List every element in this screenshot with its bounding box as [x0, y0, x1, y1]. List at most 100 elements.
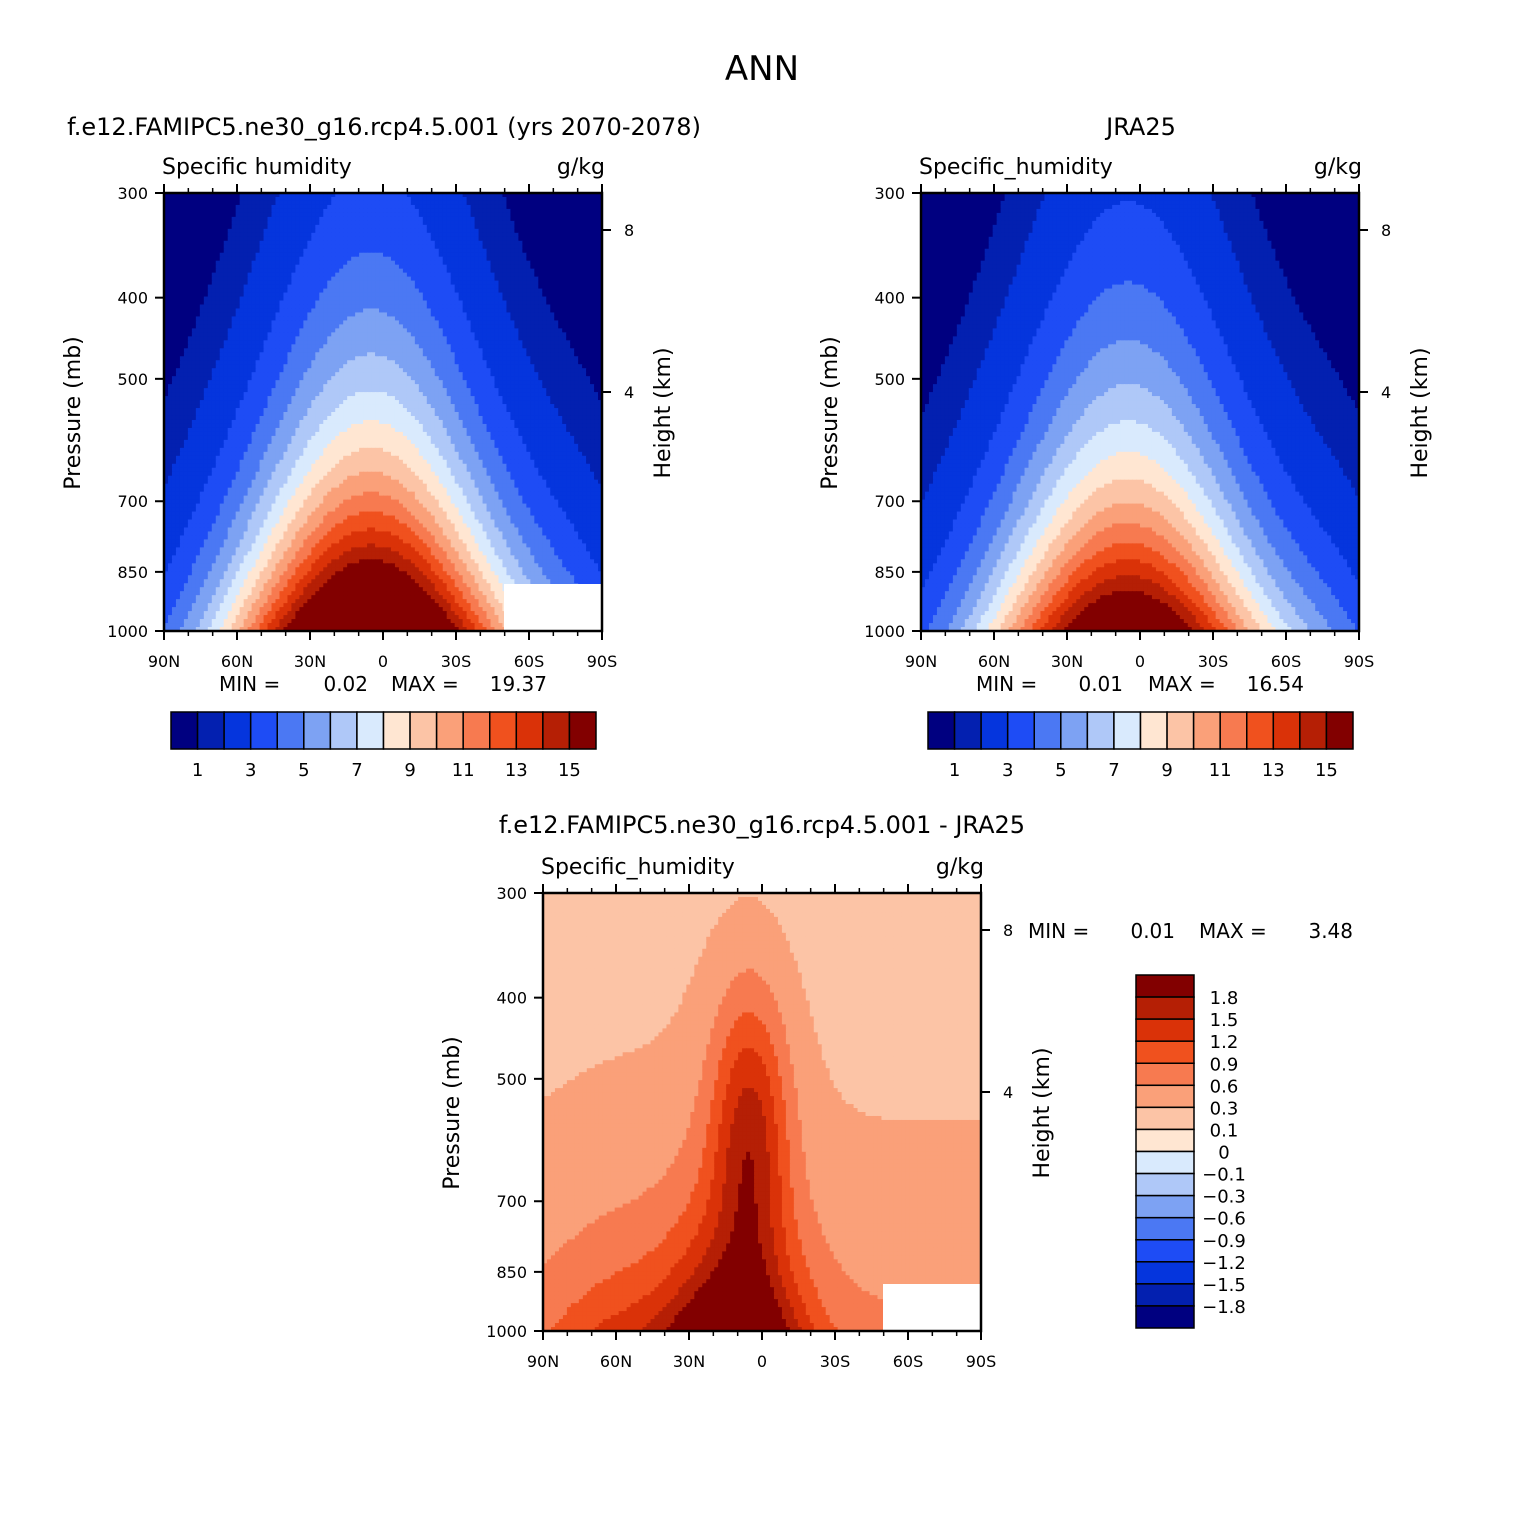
contour-cell — [594, 356, 599, 361]
contour-cell — [315, 257, 320, 262]
contour-cell — [220, 261, 225, 266]
contour-cell — [487, 352, 492, 357]
contour-cell — [240, 245, 245, 250]
contour-cell — [256, 289, 261, 294]
contour-cell — [323, 237, 328, 242]
contour-cell — [467, 332, 472, 337]
contour-cell — [375, 253, 380, 258]
contour-cell — [411, 308, 416, 313]
contour-cell — [578, 348, 583, 353]
contour-cell — [542, 289, 547, 294]
contour-cell — [487, 285, 492, 290]
contour-cell — [331, 368, 336, 373]
contour-cell — [260, 277, 265, 282]
contour-cell — [459, 241, 464, 246]
contour-cell — [180, 237, 185, 242]
contour-cell — [379, 201, 384, 206]
contour-cell — [212, 336, 217, 341]
contour-cell — [498, 261, 503, 266]
contour-cell — [327, 320, 332, 325]
contour-cell — [252, 277, 257, 282]
contour-cell — [566, 229, 571, 234]
contour-cell — [200, 332, 205, 337]
contour-cell — [252, 253, 257, 258]
contour-cell — [359, 320, 364, 325]
contour-cell — [287, 245, 292, 250]
contour-cell — [295, 352, 300, 357]
contour-cell — [268, 356, 273, 361]
contour-cell — [395, 229, 400, 234]
contour-cell — [419, 304, 424, 309]
contour-cell — [435, 336, 440, 341]
contour-cell — [562, 249, 567, 254]
contour-cell — [272, 328, 277, 333]
contour-cell — [244, 205, 249, 210]
contour-cell — [411, 205, 416, 210]
contour-cell — [252, 344, 257, 349]
contour-cell — [463, 336, 468, 341]
contour-cell — [256, 269, 261, 274]
contour-cell — [467, 340, 472, 345]
contour-cell — [319, 265, 324, 270]
contour-cell — [399, 233, 404, 238]
contour-cell — [546, 364, 551, 369]
contour-cell — [550, 257, 555, 262]
contour-cell — [176, 340, 181, 345]
contour-cell — [558, 237, 563, 242]
contour-cell — [240, 348, 245, 353]
contour-cell — [192, 336, 197, 341]
contour-cell — [510, 217, 515, 222]
contour-cell — [220, 285, 225, 290]
contour-cell — [463, 289, 468, 294]
contour-cell — [562, 261, 567, 266]
contour-cell — [192, 356, 197, 361]
contour-cell — [232, 348, 237, 353]
contour-cell — [200, 209, 205, 214]
contour-cell — [459, 348, 464, 353]
contour-cell — [494, 257, 499, 262]
contour-cell — [435, 201, 440, 206]
contour-cell — [319, 360, 324, 365]
contour-cell — [403, 241, 408, 246]
contour-cell — [268, 269, 273, 274]
contour-cell — [574, 209, 579, 214]
contour-cell — [399, 301, 404, 306]
contour-cell — [419, 253, 424, 258]
contour-cell — [463, 257, 468, 262]
contour-cell — [311, 273, 316, 278]
contour-cell — [554, 312, 559, 317]
contour-cell — [590, 316, 595, 321]
contour-cell — [411, 312, 416, 317]
contour-cell — [168, 225, 173, 230]
contour-cell — [343, 364, 348, 369]
contour-cell — [526, 237, 531, 242]
contour-cell — [435, 257, 440, 262]
contour-cell — [506, 320, 511, 325]
contour-cell — [264, 269, 269, 274]
contour-cell — [283, 372, 288, 377]
contour-cell — [411, 368, 416, 373]
contour-cell — [335, 293, 340, 298]
contour-cell — [483, 233, 488, 238]
contour-cell — [419, 285, 424, 290]
contour-cell — [355, 273, 360, 278]
contour-cell — [315, 336, 320, 341]
contour-cell — [236, 332, 241, 337]
contour-cell — [196, 328, 201, 333]
contour-cell — [538, 289, 543, 294]
contour-cell — [180, 340, 185, 345]
contour-cell — [419, 332, 424, 337]
contour-cell — [558, 332, 563, 337]
contour-cell — [415, 281, 420, 286]
contour-cell — [363, 225, 368, 230]
contour-cell — [184, 261, 189, 266]
contour-cell — [204, 233, 209, 238]
contour-cell — [315, 348, 320, 353]
contour-cell — [582, 237, 587, 242]
contour-cell — [383, 336, 388, 341]
contour-cell — [403, 273, 408, 278]
contour-cell — [240, 209, 245, 214]
contour-cell — [522, 201, 527, 206]
contour-cell — [502, 340, 507, 345]
contour-cell — [415, 225, 420, 230]
